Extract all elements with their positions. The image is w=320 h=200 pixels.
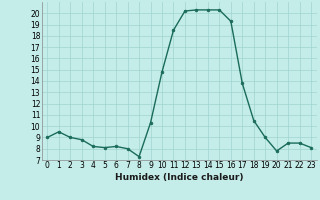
X-axis label: Humidex (Indice chaleur): Humidex (Indice chaleur) — [115, 173, 244, 182]
